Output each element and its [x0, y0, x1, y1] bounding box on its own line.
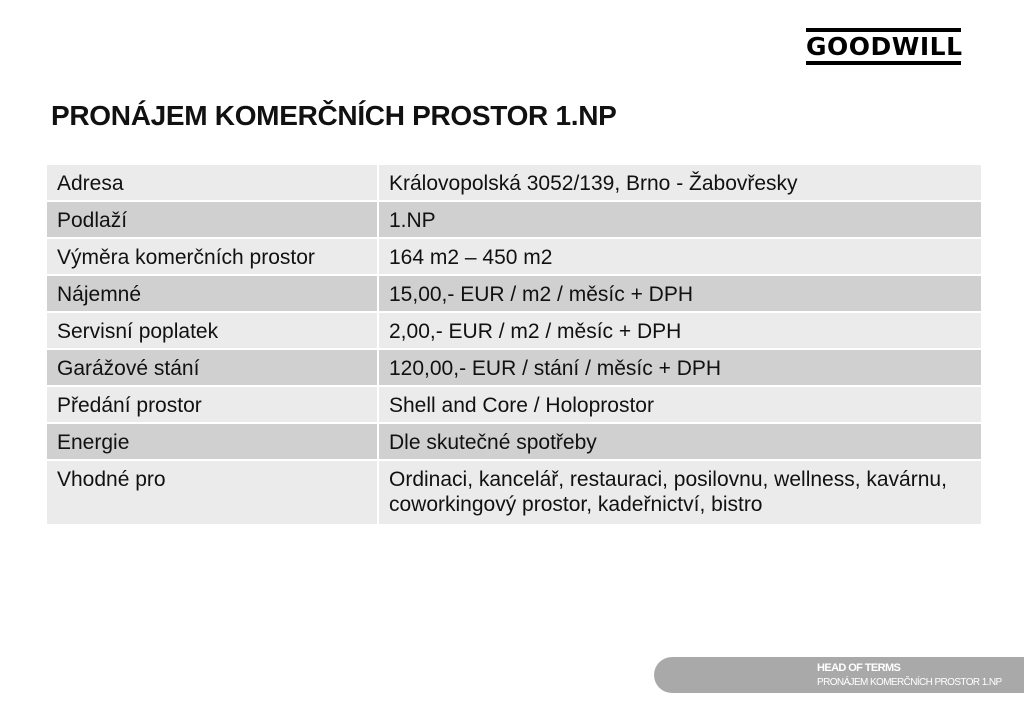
table-row: Vhodné pro Ordinaci, kancelář, restauraci… — [45, 459, 983, 526]
table-row: Předání prostor Shell and Core / Holopros… — [45, 385, 983, 424]
row-label: Garážové stání — [45, 348, 379, 387]
row-label: Energie — [45, 422, 379, 461]
table-row: Servisní poplatek 2,00,- EUR / m2 / měsíc… — [45, 311, 983, 350]
row-value: 15,00,- EUR / m2 / měsíc + DPH — [377, 274, 983, 313]
row-value: Dle skutečné spotřeby — [377, 422, 983, 461]
page-title: PRONÁJEM KOMERČNÍCH PROSTOR 1.NP — [51, 100, 617, 131]
table-row: Garážové stání 120,00,- EUR / stání / měs… — [45, 348, 983, 387]
footer-band — [654, 657, 1024, 693]
table-row: Podlaží 1.NP — [45, 200, 983, 239]
row-value: Shell and Core / Holoprostor — [377, 385, 983, 424]
row-label: Servisní poplatek — [45, 311, 379, 350]
table-row: Energie Dle skutečné spotřeby — [45, 422, 983, 461]
row-value: 2,00,- EUR / m2 / měsíc + DPH — [377, 311, 983, 350]
row-label: Vhodné pro — [45, 459, 379, 526]
table-row: Výměra komerčních prostor 164 m2 – 450 m2 — [45, 237, 983, 276]
row-label: Podlaží — [45, 200, 379, 239]
table-row: Nájemné 15,00,- EUR / m2 / měsíc + DPH — [45, 274, 983, 313]
row-value: 1.NP — [377, 200, 983, 239]
footer-subtitle: PRONÁJEM KOMERČNÍCH PROSTOR 1.NP — [817, 677, 1002, 688]
goodwill-logo: GOODWILL — [806, 28, 962, 65]
footer-heading: HEAD OF TERMS — [817, 662, 901, 674]
row-value: 120,00,- EUR / stání / měsíc + DPH — [377, 348, 983, 387]
row-label: Nájemné — [45, 274, 379, 313]
table-row: Adresa Královopolská 3052/139, Brno - Žab… — [45, 163, 983, 202]
row-label: Předání prostor — [45, 385, 379, 424]
row-label: Adresa — [45, 163, 379, 202]
terms-table: Adresa Královopolská 3052/139, Brno - Žab… — [45, 163, 983, 526]
row-label: Výměra komerčních prostor — [45, 237, 379, 276]
row-value: Královopolská 3052/139, Brno - Žabovřesk… — [377, 163, 983, 202]
row-value: Ordinaci, kancelář, restauraci, posilovn… — [377, 459, 983, 526]
row-value: 164 m2 – 450 m2 — [377, 237, 983, 276]
